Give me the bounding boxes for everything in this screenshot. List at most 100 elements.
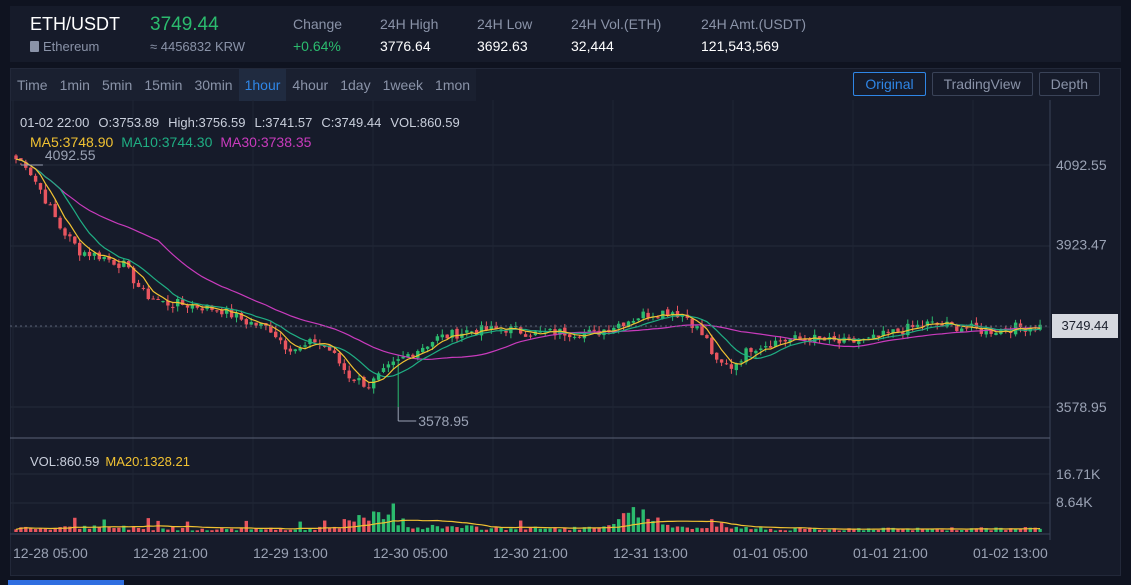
candle-body — [342, 363, 346, 371]
candle-body — [499, 329, 503, 331]
volume-bar — [621, 513, 626, 532]
min-annotation-label: 3578.95 — [418, 413, 469, 429]
volume-bar — [646, 518, 650, 532]
volume-bar — [759, 527, 763, 532]
ma5-line — [15, 158, 1041, 383]
volume-bar — [141, 529, 146, 532]
volume-bar — [229, 528, 234, 532]
volume-bar — [778, 529, 783, 532]
candle-body — [788, 339, 792, 343]
volume-bar — [117, 527, 121, 532]
candle-body — [367, 387, 371, 389]
view-original-button[interactable]: Original — [853, 72, 926, 96]
volume-bar — [474, 526, 479, 532]
vol-label: VOL:860.59 — [30, 454, 100, 469]
volume-bar — [425, 527, 430, 532]
candle-body — [161, 301, 165, 303]
volume-bar — [14, 529, 18, 532]
tf-4hour[interactable]: 4hour — [292, 77, 329, 93]
volume-bar — [24, 526, 28, 532]
volume-bar — [303, 530, 307, 532]
volume-bar — [803, 528, 807, 532]
volume-bar — [269, 527, 273, 532]
ohlc-high: High:3756.59 — [168, 115, 246, 130]
volume-bar — [494, 527, 498, 532]
candle-body — [857, 341, 861, 344]
candle-body — [53, 204, 57, 218]
tf-time[interactable]: Time — [17, 77, 48, 93]
tf-1week[interactable]: 1week — [382, 77, 424, 93]
volume-bar — [842, 530, 846, 532]
volume-bar — [499, 527, 503, 532]
volume-bar — [945, 530, 949, 532]
candle-body — [313, 339, 317, 343]
candle-body — [396, 359, 400, 361]
volume-bar — [102, 519, 106, 532]
candle-body — [749, 348, 753, 352]
candle-body — [136, 282, 141, 287]
candle-body — [670, 312, 675, 316]
candle-body — [391, 361, 395, 365]
volume-bar — [484, 529, 489, 532]
volume-bar — [572, 526, 577, 532]
tf-15min[interactable]: 15min — [144, 77, 183, 93]
volume-bar — [528, 527, 533, 532]
candle-body — [274, 331, 278, 338]
candle-body — [122, 260, 126, 267]
volume-bar — [1018, 528, 1023, 532]
volume-bar — [651, 520, 655, 532]
tf-1mon[interactable]: 1mon — [435, 77, 471, 93]
volume-bar — [220, 527, 224, 532]
tf-5min[interactable]: 5min — [101, 77, 133, 93]
candle-body — [68, 234, 72, 237]
candle-body — [327, 345, 332, 351]
stat-24h-high: 24H High 3776.64 — [380, 16, 439, 54]
candle-body — [225, 307, 229, 314]
candle-body — [754, 350, 758, 354]
candle-body — [29, 167, 33, 176]
candle-body — [298, 348, 302, 351]
volume-bar — [896, 529, 900, 532]
tf-1hour[interactable]: 1hour — [238, 69, 287, 101]
candle-body — [112, 259, 116, 265]
volume-bar — [523, 529, 528, 532]
volume-bar — [1033, 527, 1037, 532]
tf-1min[interactable]: 1min — [59, 77, 90, 93]
volume-bar — [700, 528, 704, 532]
volume-bar — [367, 520, 371, 532]
candle-body — [484, 325, 489, 331]
last-price: 3749.44 — [150, 14, 219, 35]
volume-bar — [862, 530, 866, 532]
candle-body — [450, 329, 454, 338]
view-tradingview-button[interactable]: TradingView — [931, 72, 1033, 96]
tf-30min[interactable]: 30min — [194, 77, 233, 93]
volume-bar — [29, 528, 33, 532]
candle-body — [847, 337, 851, 339]
candle-body — [117, 263, 121, 268]
candle-body — [430, 342, 435, 347]
price-tick-label: 3923.47 — [1056, 237, 1107, 253]
candle-body — [915, 324, 920, 328]
candle-body — [656, 317, 660, 319]
candle-body — [386, 364, 391, 368]
view-depth-button[interactable]: Depth — [1038, 72, 1100, 96]
candle-body — [901, 332, 905, 335]
candle-body — [146, 288, 150, 299]
candle-body — [646, 312, 650, 318]
candle-body — [925, 321, 930, 327]
volume-bar — [813, 527, 817, 532]
volume-bar — [376, 512, 381, 532]
volume-bar — [592, 527, 596, 532]
volume-bar — [636, 517, 640, 532]
volume-bar — [131, 526, 136, 532]
volume-bar — [666, 524, 670, 532]
volume-bar — [994, 527, 998, 532]
time-tick-label: 12-29 13:00 — [253, 545, 328, 561]
tf-1day[interactable]: 1day — [340, 77, 371, 93]
volume-bar — [53, 527, 57, 532]
volume-bar — [955, 530, 959, 532]
candle-body — [151, 298, 155, 300]
candle-body — [984, 329, 988, 335]
volume-bar — [200, 528, 204, 532]
